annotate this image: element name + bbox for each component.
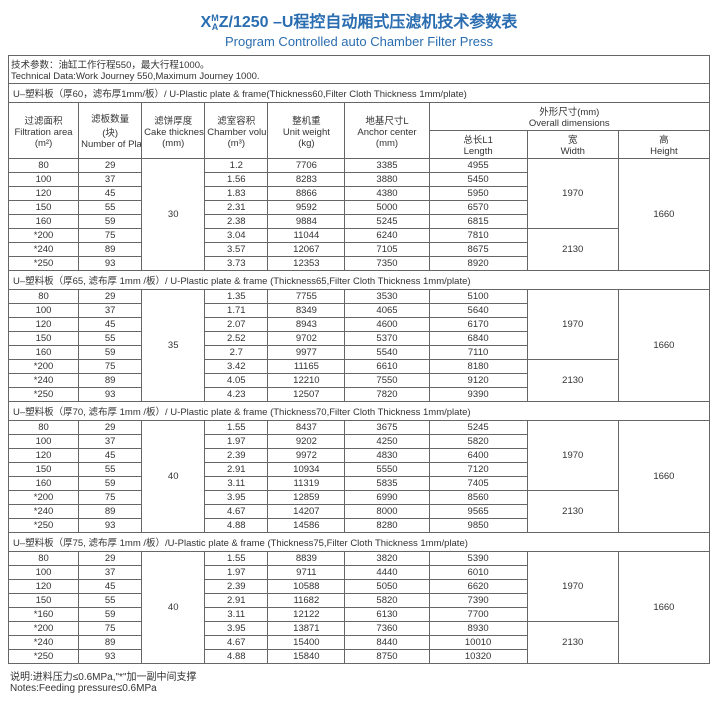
- table-row: *200753.0411044624078102130: [9, 229, 710, 243]
- table-row: *200753.4211165661081802130: [9, 360, 710, 374]
- spec-table: 技术参数：油缸工作行程550，最大行程1000。Technical Data:W…: [8, 55, 710, 664]
- table-row: 8029401.5584373675524519701660: [9, 421, 710, 435]
- title-cn: XMAZ/1250 –U程控自动厢式压滤机技术参数表: [8, 8, 710, 32]
- tech-note: 技术参数：油缸工作行程550，最大行程1000。Technical Data:W…: [9, 56, 710, 84]
- section-header: U–塑料板（厚60，滤布厚1mm/板）/ U-Plastic plate & f…: [9, 84, 710, 103]
- section-header: U–塑料板（厚70, 滤布厚 1mm /板）/ U-Plastic plate …: [9, 402, 710, 421]
- table-row: *200753.9512859699085602130: [9, 491, 710, 505]
- section-header: U–塑料板（厚75, 滤布厚 1mm /板）/U-Plastic plate &…: [9, 533, 710, 552]
- table-row: *200753.9513871736089302130: [9, 622, 710, 636]
- title-en: Program Controlled auto Chamber Filter P…: [8, 34, 710, 49]
- table-row: 8029351.3577553530510019701660: [9, 290, 710, 304]
- section-header: U–塑料板（厚65, 滤布厚 1mm /板）/ U-Plastic plate …: [9, 271, 710, 290]
- table-row: 8029401.5588393820539019701660: [9, 552, 710, 566]
- table-row: 8029301.277063385495519701660: [9, 159, 710, 173]
- footer-notes: 说明:进料压力≤0.6MPa,"*"加一副中间支撑Notes:Feeding p…: [10, 668, 708, 694]
